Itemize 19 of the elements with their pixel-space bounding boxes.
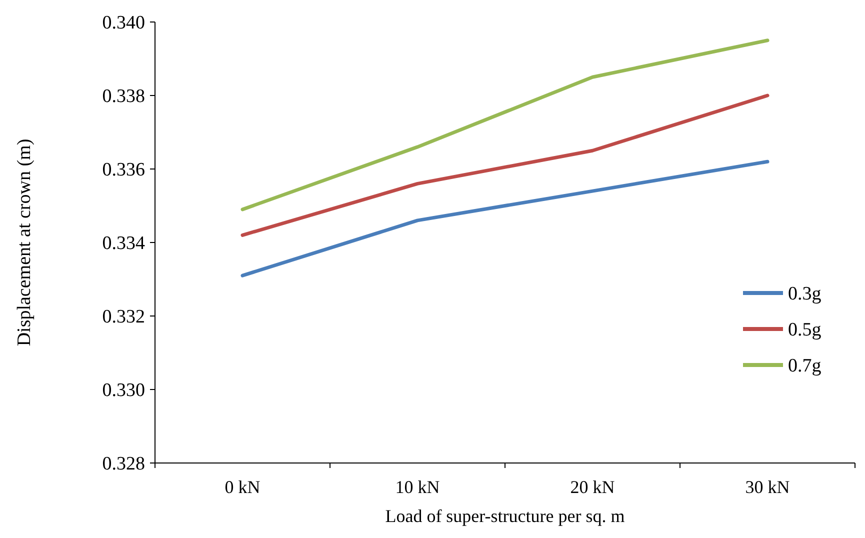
x-tick-label: 30 kN [745,477,790,497]
line-series [240,94,770,237]
y-tick-label: 0.338 [102,86,145,108]
x-tick-label: 10 kN [395,477,440,497]
x-axis-title: Load of super-structure per sq. m [385,506,625,526]
y-tick-label: 0.336 [102,160,145,181]
y-tick-label: 0.340 [102,12,145,34]
line-series [240,38,770,212]
y-tick-label: 0.332 [102,306,145,328]
line-series [240,160,770,278]
x-tick-label: 0 kN [224,477,260,497]
y-tick-label: 0.334 [102,233,146,254]
y-tick-label: 0.328 [102,454,145,475]
legend-label: 0.3g [788,284,822,305]
y-tick-label: 0.330 [102,380,145,402]
legend-label: 0.7g [788,356,822,377]
x-tick-label: 20 kN [570,477,615,497]
y-axis-title: Displacement at crown (m) [14,138,35,346]
legend-label: 0.5g [788,320,822,341]
